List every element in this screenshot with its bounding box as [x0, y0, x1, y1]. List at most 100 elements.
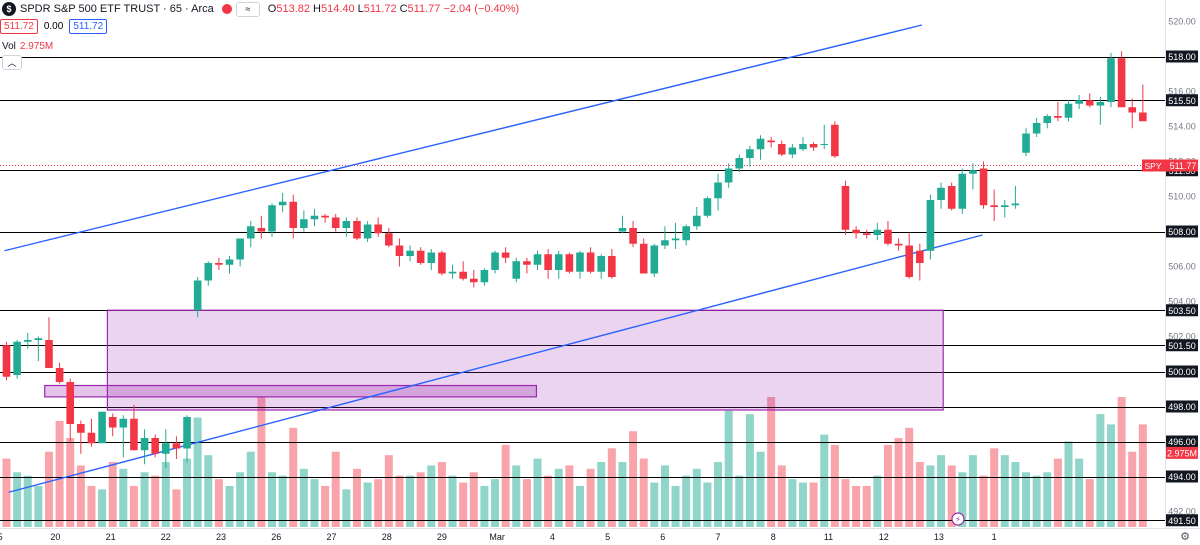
level-label-box — [1166, 400, 1198, 413]
volume-bar — [852, 485, 861, 527]
candle-body — [469, 278, 478, 283]
volume-bar — [512, 465, 521, 527]
volume-bar — [161, 462, 170, 527]
volume-bar — [1043, 472, 1052, 527]
time-tick-label: 5 — [0, 532, 3, 542]
volume-bar — [660, 465, 669, 527]
candle-body — [852, 229, 860, 234]
time-tick-label: 23 — [216, 532, 226, 542]
volume-bar — [1096, 414, 1105, 527]
candle-body — [947, 186, 956, 209]
symbol-tag-label: SPY — [1144, 161, 1161, 171]
volume-bar — [1053, 458, 1062, 527]
candle-body — [650, 245, 659, 274]
candle-body — [916, 250, 924, 263]
ohlc-open: O513.82 — [267, 3, 311, 15]
volume-bar — [1064, 441, 1073, 527]
zone-rect — [106, 309, 944, 411]
volume-bar — [830, 444, 839, 527]
last-price-tag-box — [1142, 159, 1198, 172]
candle-body — [841, 186, 850, 230]
lightning-icon-glyph: ⚡ — [955, 515, 961, 524]
ohlc-high: H514.40 — [313, 3, 355, 15]
volume-bar — [34, 485, 43, 527]
candle-body — [438, 252, 446, 274]
trendline — [8, 234, 983, 493]
candle-body — [289, 201, 298, 228]
candle-body — [671, 238, 680, 241]
time-axis: 5 20 21 22 23 26 27 28 29 Mar 4 5 6 7 8 11 12 13 1 ⚡ — [0, 512, 1200, 542]
level-label-box — [1166, 365, 1198, 378]
candle-body — [246, 226, 255, 239]
volume-bar — [979, 475, 988, 527]
candle-body — [204, 263, 213, 281]
level-label: 518.00 — [1168, 52, 1196, 62]
volume-bar — [193, 417, 202, 527]
price-tick-label: 516.00 — [1168, 87, 1196, 97]
volume-legend: Vol 2.975M — [2, 41, 53, 52]
volume-bar — [544, 475, 553, 527]
volume-bar — [501, 444, 510, 527]
volume-bar — [671, 485, 680, 527]
volume-bar — [310, 479, 319, 527]
bid-price-button[interactable]: 511.72 — [0, 19, 38, 34]
gear-icon[interactable]: ⚙ — [1180, 531, 1190, 543]
candle-body — [119, 418, 128, 428]
price-tick-label: 520.00 — [1168, 17, 1196, 27]
symbol-logo: $ — [2, 2, 16, 16]
candle-body — [172, 443, 181, 449]
candle-body — [395, 245, 404, 256]
volume-tag-label: 2.975M — [1167, 448, 1197, 458]
candle-body — [724, 168, 733, 183]
volume-bar — [331, 451, 340, 527]
ohlc-change: −2.04 (−0.40%) — [443, 3, 520, 15]
volume-bar — [990, 448, 999, 527]
volume-bar — [1128, 451, 1137, 527]
volume-bar — [427, 465, 436, 527]
volume-bar — [692, 468, 701, 527]
candlestick-series — [2, 51, 1147, 468]
ask-price-button[interactable]: 511.72 — [69, 19, 108, 34]
volume-bar — [1085, 479, 1094, 527]
volume-bar — [55, 420, 64, 527]
candle-body — [1022, 133, 1030, 153]
candle-body — [331, 217, 340, 228]
candle-body — [13, 341, 21, 375]
candle-body — [130, 418, 138, 451]
volume-bar — [682, 475, 691, 527]
volume-bar — [841, 479, 850, 527]
volume-bar — [1032, 475, 1041, 527]
compare-wave-icon[interactable]: ≈ — [235, 1, 260, 17]
volume-bar — [745, 414, 754, 527]
volume-bar — [2, 458, 11, 527]
volume-bar — [968, 455, 977, 527]
candle-body — [990, 205, 998, 207]
last-price-label: 511.77 — [1170, 161, 1197, 171]
price-tick-label: 504.00 — [1168, 297, 1196, 307]
bid-ask-row: 511.72 0.00 511.72 — [0, 19, 108, 34]
ohlc-low: L511.72 — [357, 3, 397, 15]
volume-bar — [44, 451, 53, 527]
chevron-up-icon[interactable]: ︿ — [2, 55, 22, 70]
candle-body — [66, 382, 75, 424]
level-label: 500.00 — [1168, 367, 1196, 377]
volume-bar — [13, 472, 22, 527]
volume-bar — [1075, 458, 1084, 527]
candle-body — [1043, 116, 1052, 123]
volume-value: 2.975M — [19, 41, 54, 52]
candle-body — [682, 226, 690, 241]
volume-bar — [1022, 472, 1031, 527]
market-status-icon[interactable] — [221, 4, 232, 14]
volume-bar — [236, 472, 245, 527]
candle-body — [767, 140, 775, 143]
volume-bar — [767, 397, 776, 527]
level-label-box — [1166, 50, 1198, 63]
candle-body — [714, 182, 722, 199]
time-tick-label: 5 — [605, 532, 610, 542]
volume-bar — [119, 468, 128, 527]
price-tick-label: 502.00 — [1168, 332, 1196, 342]
volume-bar — [788, 479, 797, 527]
symbol-title[interactable]: SPDR S&P 500 ETF TRUST · 65 · Arca — [20, 3, 214, 15]
trendline — [4, 24, 923, 252]
